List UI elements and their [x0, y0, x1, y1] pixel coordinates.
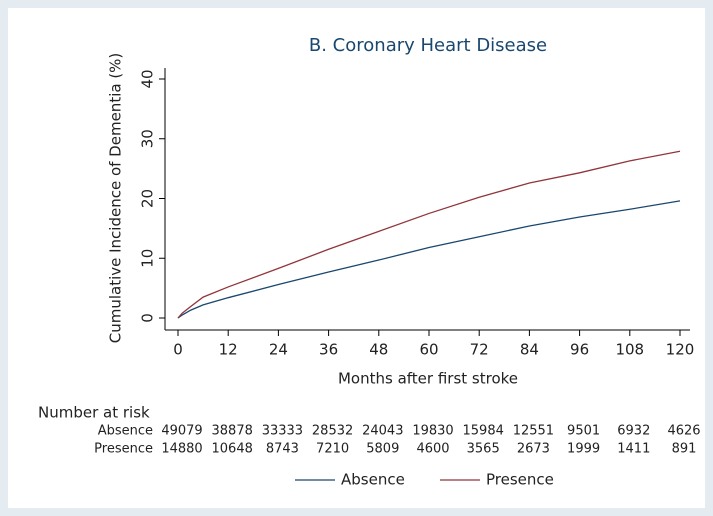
y-tick-label: 0	[139, 313, 157, 323]
y-tick-label: 10	[139, 249, 157, 268]
legend-label: Presence	[486, 471, 554, 489]
x-tick-label: 0	[173, 341, 183, 359]
risk-value: 12551	[513, 424, 554, 439]
risk-row-label: Presence	[94, 442, 153, 457]
risk-value: 2673	[517, 442, 550, 457]
risk-value: 891	[672, 442, 697, 457]
x-tick-label: 108	[615, 341, 644, 359]
x-tick-label: 12	[219, 341, 238, 359]
x-tick-label: 84	[520, 341, 539, 359]
risk-row-label: Absence	[98, 424, 153, 439]
x-tick-label: 72	[470, 341, 489, 359]
series-line	[177, 200, 681, 319]
risk-value: 4600	[416, 442, 449, 457]
risk-table-title: Number at risk	[38, 404, 150, 422]
risk-value: 4626	[667, 424, 700, 439]
risk-value: 3565	[467, 442, 500, 457]
chart-title: B. Coronary Heart Disease	[309, 35, 547, 56]
risk-value: 14880	[161, 442, 202, 457]
risk-value: 1411	[617, 442, 650, 457]
risk-value: 49079	[161, 424, 202, 439]
risk-value: 10648	[212, 442, 253, 457]
risk-value: 5809	[366, 442, 399, 457]
x-axis-label: Months after first stroke	[338, 370, 518, 388]
risk-value: 6932	[617, 424, 650, 439]
x-tick-label: 36	[319, 341, 338, 359]
series-line	[177, 150, 681, 319]
legend-label: Absence	[341, 471, 405, 489]
risk-value: 1999	[567, 442, 600, 457]
y-tick-label: 20	[139, 189, 157, 208]
risk-value: 7210	[316, 442, 349, 457]
x-tick-label: 48	[369, 341, 388, 359]
risk-value: 24043	[362, 424, 403, 439]
risk-value: 33333	[262, 424, 303, 439]
x-tick-label: 24	[269, 341, 288, 359]
risk-value: 9501	[567, 424, 600, 439]
y-axis-label: Cumulative Incidence of Dementia (%)	[107, 53, 125, 344]
y-tick-label: 40	[139, 69, 157, 88]
y-tick-label: 30	[139, 129, 157, 148]
x-tick-label: 120	[666, 341, 695, 359]
x-tick-label: 96	[570, 341, 589, 359]
risk-value: 38878	[212, 424, 253, 439]
risk-value: 28532	[312, 424, 353, 439]
risk-value: 15984	[463, 424, 504, 439]
plot-region	[165, 68, 690, 330]
x-tick-label: 60	[419, 341, 438, 359]
risk-value: 19830	[412, 424, 453, 439]
risk-value: 8743	[266, 442, 299, 457]
